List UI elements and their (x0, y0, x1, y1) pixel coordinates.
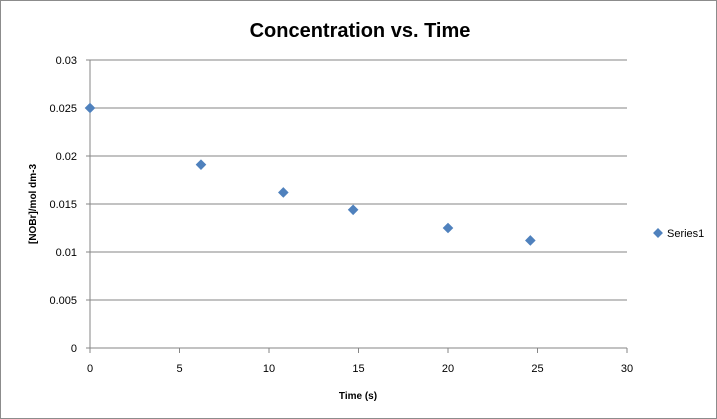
x-tick-labels: 0 5 10 15 20 25 30 (87, 363, 633, 375)
y-tick-label: 0.03 (56, 55, 77, 67)
data-point (195, 159, 207, 170)
data-point (525, 235, 536, 246)
y-tick-label: 0.02 (56, 151, 77, 163)
y-tick-label: 0.01 (56, 247, 77, 259)
y-tick-label: 0.025 (49, 103, 77, 115)
data-points (84, 102, 536, 246)
x-tick-label: 30 (621, 363, 633, 375)
chart-title: Concentration vs. Time (250, 20, 471, 42)
data-point (84, 102, 96, 114)
x-tick-label: 0 (87, 363, 93, 375)
legend: Series1 (653, 228, 704, 240)
data-point (278, 187, 289, 198)
x-tick-label: 10 (263, 363, 275, 375)
x-tick-label: 15 (352, 363, 364, 375)
y-axis-label: [NOBr]/mol dm-3 (28, 164, 39, 244)
y-tick-label: 0.015 (49, 199, 77, 211)
data-point (347, 204, 359, 216)
x-axis-label: Time (s) (339, 391, 377, 402)
y-tick-labels: 0 0.005 0.01 0.015 0.02 0.025 0.03 (49, 55, 77, 355)
data-point (442, 222, 454, 234)
y-tick-label: 0 (71, 343, 77, 355)
x-tick-label: 5 (176, 363, 182, 375)
legend-label-series1: Series1 (667, 228, 704, 240)
y-tick-label: 0.005 (49, 295, 77, 307)
axes (86, 59, 628, 353)
legend-marker-series1 (653, 228, 663, 238)
gridlines (90, 59, 627, 301)
x-tick-label: 20 (442, 363, 454, 375)
x-tick-label: 25 (531, 363, 543, 375)
